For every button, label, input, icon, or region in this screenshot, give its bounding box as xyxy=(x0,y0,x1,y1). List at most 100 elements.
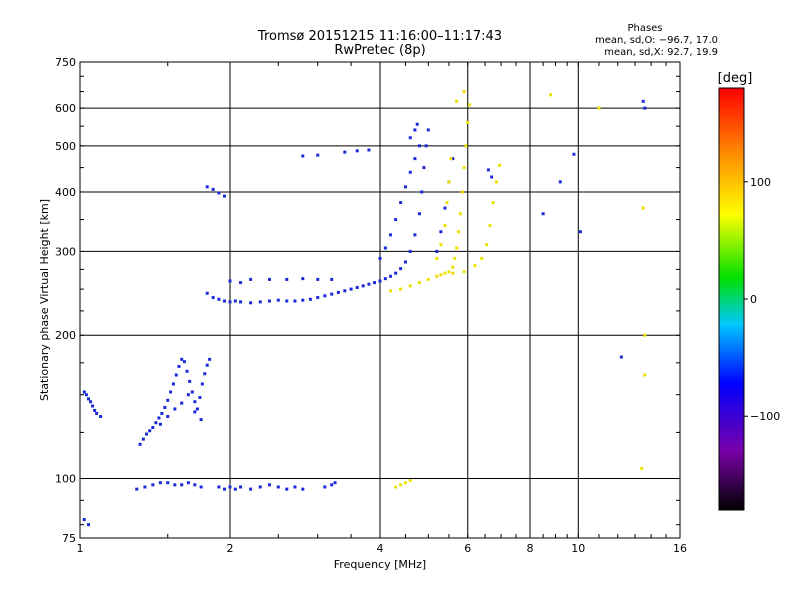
data-point-x xyxy=(458,212,462,216)
data-point-x xyxy=(466,120,470,124)
data-point-o xyxy=(228,300,232,304)
data-point-o xyxy=(408,249,412,253)
data-point-o xyxy=(217,191,221,195)
y-tick-label: 300 xyxy=(55,245,76,258)
data-point-o xyxy=(389,233,393,237)
y-tick-label: 400 xyxy=(55,186,76,199)
data-point-o xyxy=(239,485,243,489)
data-point-x xyxy=(394,485,398,489)
data-point-o xyxy=(211,187,215,191)
colorbar-ticks: 100 0 −100 xyxy=(744,176,780,423)
data-point-x xyxy=(451,265,455,269)
data-point-o xyxy=(316,296,320,300)
data-point-o xyxy=(267,483,271,487)
data-point-o xyxy=(301,487,305,491)
data-point-o xyxy=(223,487,227,491)
data-point-x xyxy=(403,481,407,485)
data-point-o xyxy=(383,277,387,281)
data-point-o xyxy=(199,485,203,489)
data-point-o xyxy=(223,299,227,303)
data-point-o xyxy=(301,298,305,302)
data-point-o xyxy=(203,372,207,376)
data-point-o xyxy=(378,279,382,283)
data-point-o xyxy=(399,201,403,205)
x-tick-label: 16 xyxy=(673,542,687,555)
data-point-o xyxy=(422,166,426,170)
data-point-o xyxy=(249,277,253,281)
data-point-o xyxy=(323,294,327,298)
data-point-o xyxy=(163,406,167,410)
minor-ticks xyxy=(79,61,681,538)
phases-heading: Phases xyxy=(627,23,662,34)
x-tick-labels: 1 2 4 6 8 10 16 xyxy=(77,542,688,555)
data-point-x xyxy=(447,270,451,274)
data-point-x xyxy=(485,243,489,247)
data-point-x xyxy=(460,190,464,194)
data-point-o xyxy=(408,136,412,140)
data-point-x xyxy=(643,373,647,377)
data-point-o xyxy=(316,277,320,281)
data-point-o xyxy=(198,395,202,399)
data-point-x xyxy=(455,99,459,103)
data-point-o xyxy=(435,249,439,253)
y-tick-label: 75 xyxy=(62,532,76,545)
y-tick-labels: 75 100 200 300 400 500 600 750 xyxy=(55,56,76,545)
data-point-o xyxy=(233,487,237,491)
data-point-x xyxy=(443,224,447,228)
data-point-o xyxy=(267,299,271,303)
data-point-o xyxy=(258,485,262,489)
colorbar-tick-label: −100 xyxy=(750,410,780,423)
data-point-o xyxy=(205,185,209,189)
chart-title: Tromsø 20151215 11:16:00–11:17:43 xyxy=(257,29,502,44)
data-point-x xyxy=(447,180,451,184)
data-point-o xyxy=(301,154,305,158)
data-point-o xyxy=(285,487,289,491)
data-point-x xyxy=(498,163,502,167)
data-point-o xyxy=(486,168,490,172)
data-point-o xyxy=(373,281,377,285)
data-point-o xyxy=(361,284,365,288)
data-point-o xyxy=(143,485,147,489)
data-point-o xyxy=(89,400,93,404)
data-point-x xyxy=(435,256,439,260)
chart-subtitle: RwPretec (8p) xyxy=(334,43,425,58)
phases-o-stats: mean, sd,O: −96.7, 17.0 xyxy=(595,35,718,46)
data-point-o xyxy=(228,485,232,489)
data-point-o xyxy=(378,256,382,260)
colorbar-tick-label: 0 xyxy=(750,293,757,306)
data-point-o xyxy=(424,144,428,148)
y-tick-label: 100 xyxy=(55,473,76,486)
data-point-o xyxy=(199,418,203,422)
data-point-o xyxy=(169,390,173,394)
data-point-o xyxy=(316,153,320,157)
data-point-o xyxy=(173,407,177,411)
data-point-o xyxy=(451,157,455,161)
data-point-o xyxy=(333,481,337,485)
data-point-o xyxy=(158,481,162,485)
data-point-o xyxy=(138,442,142,446)
data-point-x xyxy=(389,289,393,293)
data-point-o xyxy=(367,148,371,152)
data-point-x xyxy=(399,483,403,487)
data-point-o xyxy=(211,296,215,300)
data-point-o xyxy=(228,279,232,283)
data-point-o xyxy=(399,267,403,271)
data-point-o xyxy=(158,422,162,426)
data-point-o xyxy=(223,194,227,198)
data-point-o xyxy=(641,99,645,103)
data-point-x xyxy=(417,281,421,285)
data-point-o xyxy=(413,128,417,132)
data-point-o xyxy=(151,483,155,487)
data-point-o xyxy=(99,414,103,418)
data-point-o xyxy=(195,407,199,411)
data-point-o xyxy=(258,300,262,304)
y-tick-label: 200 xyxy=(55,329,76,342)
data-point-o xyxy=(82,518,86,522)
data-point-x xyxy=(480,256,484,260)
x-tick-label: 2 xyxy=(227,542,234,555)
phases-x-stats: mean, sd,X: 92.7, 19.9 xyxy=(604,47,718,58)
data-point-o xyxy=(141,437,145,441)
y-tick-label: 600 xyxy=(55,102,76,115)
data-point-o xyxy=(135,487,139,491)
